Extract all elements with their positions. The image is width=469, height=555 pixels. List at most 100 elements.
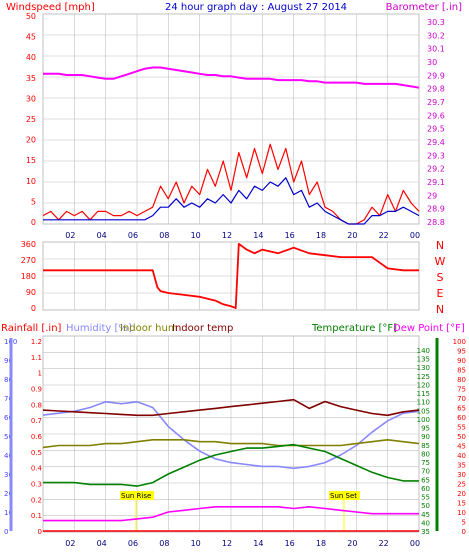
dewpoint-line: [43, 505, 419, 522]
tick-label: 50: [4, 433, 13, 441]
tick-label: 50: [457, 433, 466, 441]
tick-label: 0: [4, 528, 8, 536]
direction-series-layer: [43, 242, 419, 310]
tick-label: 1.2: [31, 338, 42, 346]
tick-label: 85: [457, 367, 466, 375]
tick-label: 29.4: [427, 138, 445, 147]
hour-label: 18: [316, 231, 326, 240]
direction-grid: [43, 241, 420, 311]
hour-label: 10: [191, 539, 201, 548]
indoor-hum-label: Indoor hum: [120, 323, 178, 334]
tick-label: 0: [31, 218, 36, 227]
tick-label: 360: [21, 240, 36, 249]
sunset-label: Sun Set: [330, 492, 357, 500]
tick-label: 0: [31, 304, 36, 313]
tick-label: 90: [457, 357, 466, 365]
wind-grid: [43, 13, 420, 225]
hour-label: 02: [65, 539, 75, 548]
tick-label: 75: [421, 459, 430, 467]
tick-label: W: [435, 255, 446, 268]
tick-label: 100: [453, 338, 466, 346]
hour-label: 14: [253, 231, 263, 240]
sunrise-marker: [120, 491, 154, 500]
tick-label: 0: [462, 528, 466, 536]
tick-label: 50: [26, 12, 36, 21]
tick-label: 135: [417, 356, 430, 364]
tick-label: 70: [4, 395, 13, 403]
tick-label: E: [437, 287, 444, 300]
wind-average-line: [43, 177, 420, 225]
tick-label: 0.6: [31, 433, 43, 441]
tick-label: 130: [417, 364, 430, 372]
tick-label: 28.8: [427, 218, 445, 227]
tick-label: 35: [457, 462, 466, 470]
tick-label: 10: [26, 177, 36, 186]
tick-label: 75: [457, 386, 466, 394]
tick-label: 29.9: [427, 71, 445, 80]
windspeed-axis-title: Windspeed [mph]: [6, 2, 95, 13]
barometer-axis-ticks: 30.3 30.2 30.1 30 29.9 29.8 29.7 29.6 29.5 29.4 29…: [427, 18, 445, 227]
tick-label: 5: [31, 197, 36, 206]
tick-label: 0.5: [31, 449, 42, 457]
hour-label: 04: [97, 231, 107, 240]
tick-label: 40: [4, 452, 13, 460]
tick-label: 65: [421, 476, 430, 484]
tick-label: 270: [21, 256, 36, 265]
tick-label: 110: [417, 399, 430, 407]
hour-label: 12: [222, 539, 232, 548]
tick-label: 180: [21, 272, 36, 281]
tick-label: 55: [457, 424, 466, 432]
dewpoint-label: Dew Point [°F]: [393, 323, 465, 334]
tick-label: 29.1: [427, 178, 445, 187]
hour-label: 08: [159, 231, 169, 240]
tick-label: 50: [421, 502, 430, 510]
temp-series-layer: [42, 398, 420, 532]
tick-label: 29.2: [427, 165, 445, 174]
sunrise-label: Sun Rise: [121, 492, 151, 500]
tick-label: 45: [26, 33, 36, 42]
tick-label: 105: [417, 407, 430, 415]
tick-label: 35: [421, 528, 430, 536]
tick-label: 125: [417, 373, 430, 381]
tick-label: 10: [4, 509, 13, 517]
barometer-axis-title: Barometer [.in]: [386, 2, 462, 13]
tick-label: 70: [457, 395, 466, 403]
tick-label: 1: [38, 370, 42, 378]
hour-label: 00: [410, 231, 420, 240]
tick-label: 40: [457, 452, 466, 460]
hour-label: 16: [285, 231, 295, 240]
hour-label: 06: [128, 539, 138, 548]
barometer-line: [43, 66, 420, 89]
tick-label: 45: [457, 443, 466, 451]
hour-label: 20: [347, 231, 357, 240]
tick-label: 10: [457, 509, 466, 517]
tick-label: 1.1: [31, 354, 42, 362]
chart-title: 24 hour graph day : August 27 2014: [165, 2, 347, 13]
wind-hour-labels: 02 04 06 08 10 12 14 16 18 20 22 00: [65, 231, 420, 240]
tick-label: 60: [457, 414, 466, 422]
direction-axis-ticks: 360 270 180 90 0: [21, 240, 36, 313]
tick-label: 30: [26, 94, 36, 103]
tick-label: 20: [4, 490, 13, 498]
tick-label: 90: [421, 433, 430, 441]
tick-label: 0.4: [31, 465, 43, 473]
tick-label: 0.2: [31, 496, 42, 504]
indoor-hum-line: [42, 438, 420, 449]
temperature-line: [43, 443, 419, 487]
hour-label: 22: [379, 231, 389, 240]
indoor-temp-label: Indoor temp: [172, 323, 233, 334]
tick-label: 85: [421, 442, 430, 450]
hour-label: 14: [253, 539, 263, 548]
direction-line: [43, 242, 419, 310]
tick-label: 29.5: [427, 125, 445, 134]
hour-label: 06: [128, 231, 138, 240]
wind-series-layer: [42, 66, 420, 225]
tick-label: N: [436, 303, 444, 316]
tick-label: 28.9: [427, 205, 445, 214]
tick-label: 30.1: [427, 45, 445, 54]
tick-label: 60: [421, 485, 430, 493]
